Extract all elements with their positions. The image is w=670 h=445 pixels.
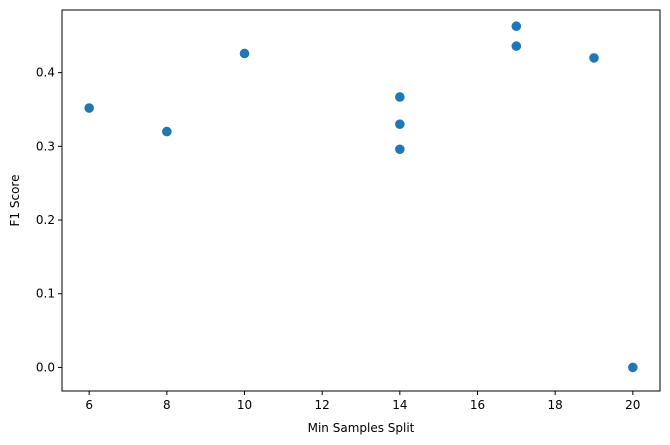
y-axis-label: F1 Score [8,175,22,227]
data-point [511,41,522,51]
y-tick-label: 0.2 [36,213,55,227]
x-tick-label: 12 [315,398,330,412]
plot-frame [61,9,661,392]
points-layer [84,21,638,373]
data-point [239,48,250,59]
data-point [511,21,522,32]
ticks-layer: 6 8 10 12 14 16 18 20 0.0 0.1 0.2 0.3 0.4 [36,66,641,412]
y-tick-label: 0.1 [36,287,55,301]
data-point [84,103,94,113]
x-tick-label: 16 [470,398,485,412]
data-point [395,144,405,155]
x-tick-label: 6 [85,398,93,412]
x-tick-label: 14 [392,398,407,412]
y-tick-label: 0.0 [36,360,55,374]
data-point [395,92,405,102]
x-tick-label: 10 [237,398,252,412]
y-tick-label: 0.4 [36,66,55,80]
data-point [589,53,599,63]
x-tick-label: 8 [163,398,171,412]
data-point [628,362,638,373]
data-point [162,126,172,137]
x-axis-label: Min Samples Split [308,421,415,435]
x-tick-label: 20 [625,398,640,412]
x-tick-label: 18 [548,398,563,412]
data-point [395,119,405,130]
y-tick-label: 0.3 [36,139,55,153]
